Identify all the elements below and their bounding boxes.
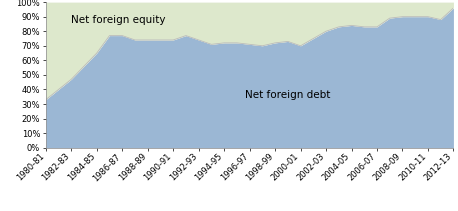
Text: Net foreign equity: Net foreign equity: [71, 15, 166, 24]
Text: Net foreign debt: Net foreign debt: [245, 90, 331, 100]
